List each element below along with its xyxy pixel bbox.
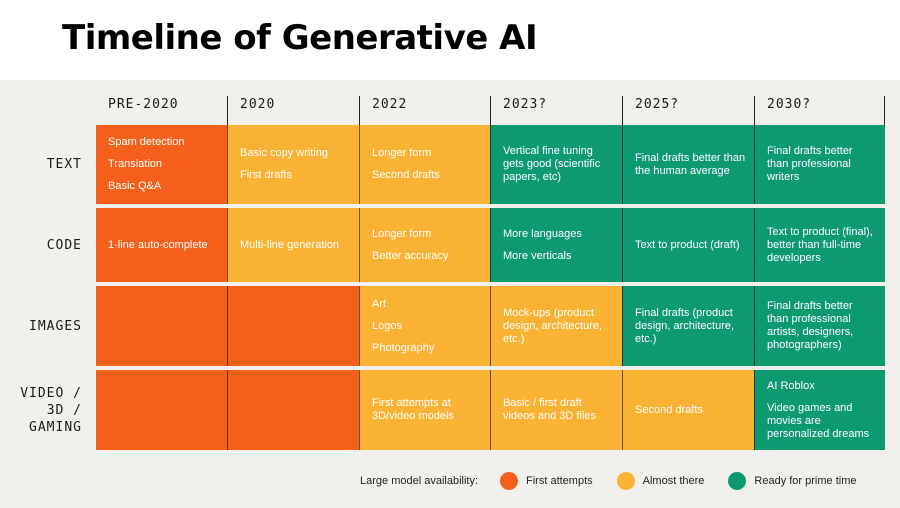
cell-text: Basic copy writing — [240, 147, 329, 159]
cell-text: Second drafts — [372, 169, 440, 181]
cell-text: Final drafts better than the human avera… — [635, 151, 746, 177]
cell-video-3d-gaming-2025: Second drafts — [622, 370, 754, 450]
cell-text: Final drafts better than professional wr… — [767, 145, 853, 183]
cell-text: First drafts — [240, 169, 292, 181]
cell-text: Longer form — [372, 147, 432, 159]
column-header-2025: 2025? — [622, 96, 754, 125]
row-label-code: CODE — [46, 237, 82, 253]
row-label-images: IMAGES — [29, 318, 82, 334]
cell-images-2023: Mock-ups (product design, architecture, … — [490, 286, 622, 366]
cell-text-pre-2020: Spam detection Translation Basic Q&A — [96, 125, 227, 204]
cell-text-2023: Vertical fine tuning gets good (scientif… — [490, 125, 622, 204]
cell-text: First attempts at 3D/video models — [372, 397, 454, 422]
column-header-2022: 2022 — [359, 96, 490, 125]
legend-dot-yellow-icon — [616, 472, 635, 490]
cell-video-3d-gaming-2030: AI Roblox Video games and movies are pers… — [754, 370, 885, 450]
cell-code-2025: Text to product (draft) — [622, 208, 754, 282]
cell-code-2020: Multi-line generation — [227, 208, 359, 282]
cell-text: Better accuracy — [372, 249, 449, 262]
cell-images-2022: Art Logos Photography — [359, 286, 490, 366]
cell-text: Vertical fine tuning gets good (scientif… — [503, 145, 601, 183]
cell-text: Text to product (final), better than ful… — [767, 225, 873, 264]
cell-images-2025: Final drafts (product design, architectu… — [622, 286, 754, 366]
cell-text: Translation — [108, 158, 163, 170]
legend: Large model availability: First attempts… — [360, 472, 880, 490]
cell-images-2030: Final drafts better than professional ar… — [754, 286, 885, 366]
cell-text: Photography — [372, 341, 435, 354]
legend-item-ready: Ready for prime time — [728, 472, 856, 490]
cell-text: 1-line auto-complete — [108, 238, 208, 251]
cell-text: Logos — [372, 319, 402, 332]
row-label-line: 3D / — [46, 402, 82, 418]
cell-text: Art — [372, 297, 387, 310]
cell-text: Basic Q&A — [108, 180, 162, 192]
column-header-2020: 2020 — [227, 96, 359, 125]
cell-text: AI Roblox — [767, 379, 815, 392]
cell-text: Video games and movies are personalized … — [767, 401, 870, 440]
column-header-pre-2020: PRE-2020 — [108, 97, 179, 112]
cell-images-2020 — [227, 286, 359, 366]
legend-label: Ready for prime time — [754, 475, 857, 487]
cell-video-3d-gaming-2023: Basic / first draft videos and 3D files — [490, 370, 622, 450]
legend-item-almost-there: Almost there — [616, 472, 705, 490]
row-label-text: TEXT — [46, 157, 82, 172]
cell-text: Second drafts — [635, 403, 703, 416]
cell-text-2025: Final drafts better than the human avera… — [622, 125, 754, 204]
slide-title: Timeline of Generative AI — [62, 18, 538, 58]
cell-text: Spam detection — [108, 136, 185, 148]
cell-video-3d-gaming-2020 — [227, 370, 359, 450]
row-label-video-3d-gaming: VIDEO /3D / GAMING — [0, 370, 82, 450]
cell-code-2030: Text to product (final), better than ful… — [754, 208, 885, 282]
column-header-2023: 2023? — [490, 96, 622, 125]
cell-text: Mock-ups (product design, architecture, … — [503, 306, 603, 345]
cell-video-3d-gaming-2022: First attempts at 3D/video models — [359, 370, 490, 450]
legend-label: First attempts — [526, 475, 593, 487]
cell-text: Basic / first draft videos and 3D files — [503, 397, 596, 422]
cell-text: Final drafts better than professional ar… — [767, 300, 854, 351]
cell-text-2020: Basic copy writing First drafts — [227, 125, 359, 204]
cell-text: More languages — [503, 227, 582, 240]
legend-dot-green-icon — [728, 472, 747, 490]
cell-text: Multi-line generation — [240, 238, 340, 251]
cell-text: Longer form — [372, 227, 432, 240]
column-header-2030: 2030? — [754, 96, 885, 125]
cell-video-3d-gaming-pre-2020 — [96, 370, 227, 450]
legend-label: Almost there — [642, 475, 705, 487]
legend-title: Large model availability: — [360, 475, 479, 487]
cell-text: More verticals — [503, 249, 572, 262]
legend-item-first-attempts: First attempts — [500, 472, 593, 490]
cell-code-2022: Longer form Better accuracy — [359, 208, 490, 282]
cell-text: Text to product (draft) — [635, 238, 740, 251]
cell-text: Final drafts (product design, architectu… — [635, 306, 735, 345]
legend-dot-red-icon — [500, 472, 519, 490]
cell-text-2022: Longer form Second drafts — [359, 125, 490, 204]
row-label-line: GAMING — [29, 419, 82, 435]
cell-text-2030: Final drafts better than professional wr… — [754, 125, 885, 204]
cell-code-pre-2020: 1-line auto-complete — [96, 208, 227, 282]
cell-code-2023: More languages More verticals — [490, 208, 622, 282]
row-label-line: VIDEO / — [20, 385, 82, 401]
cell-images-pre-2020 — [96, 286, 227, 366]
row-label-text: VIDEO /3D / GAMING — [20, 385, 82, 436]
